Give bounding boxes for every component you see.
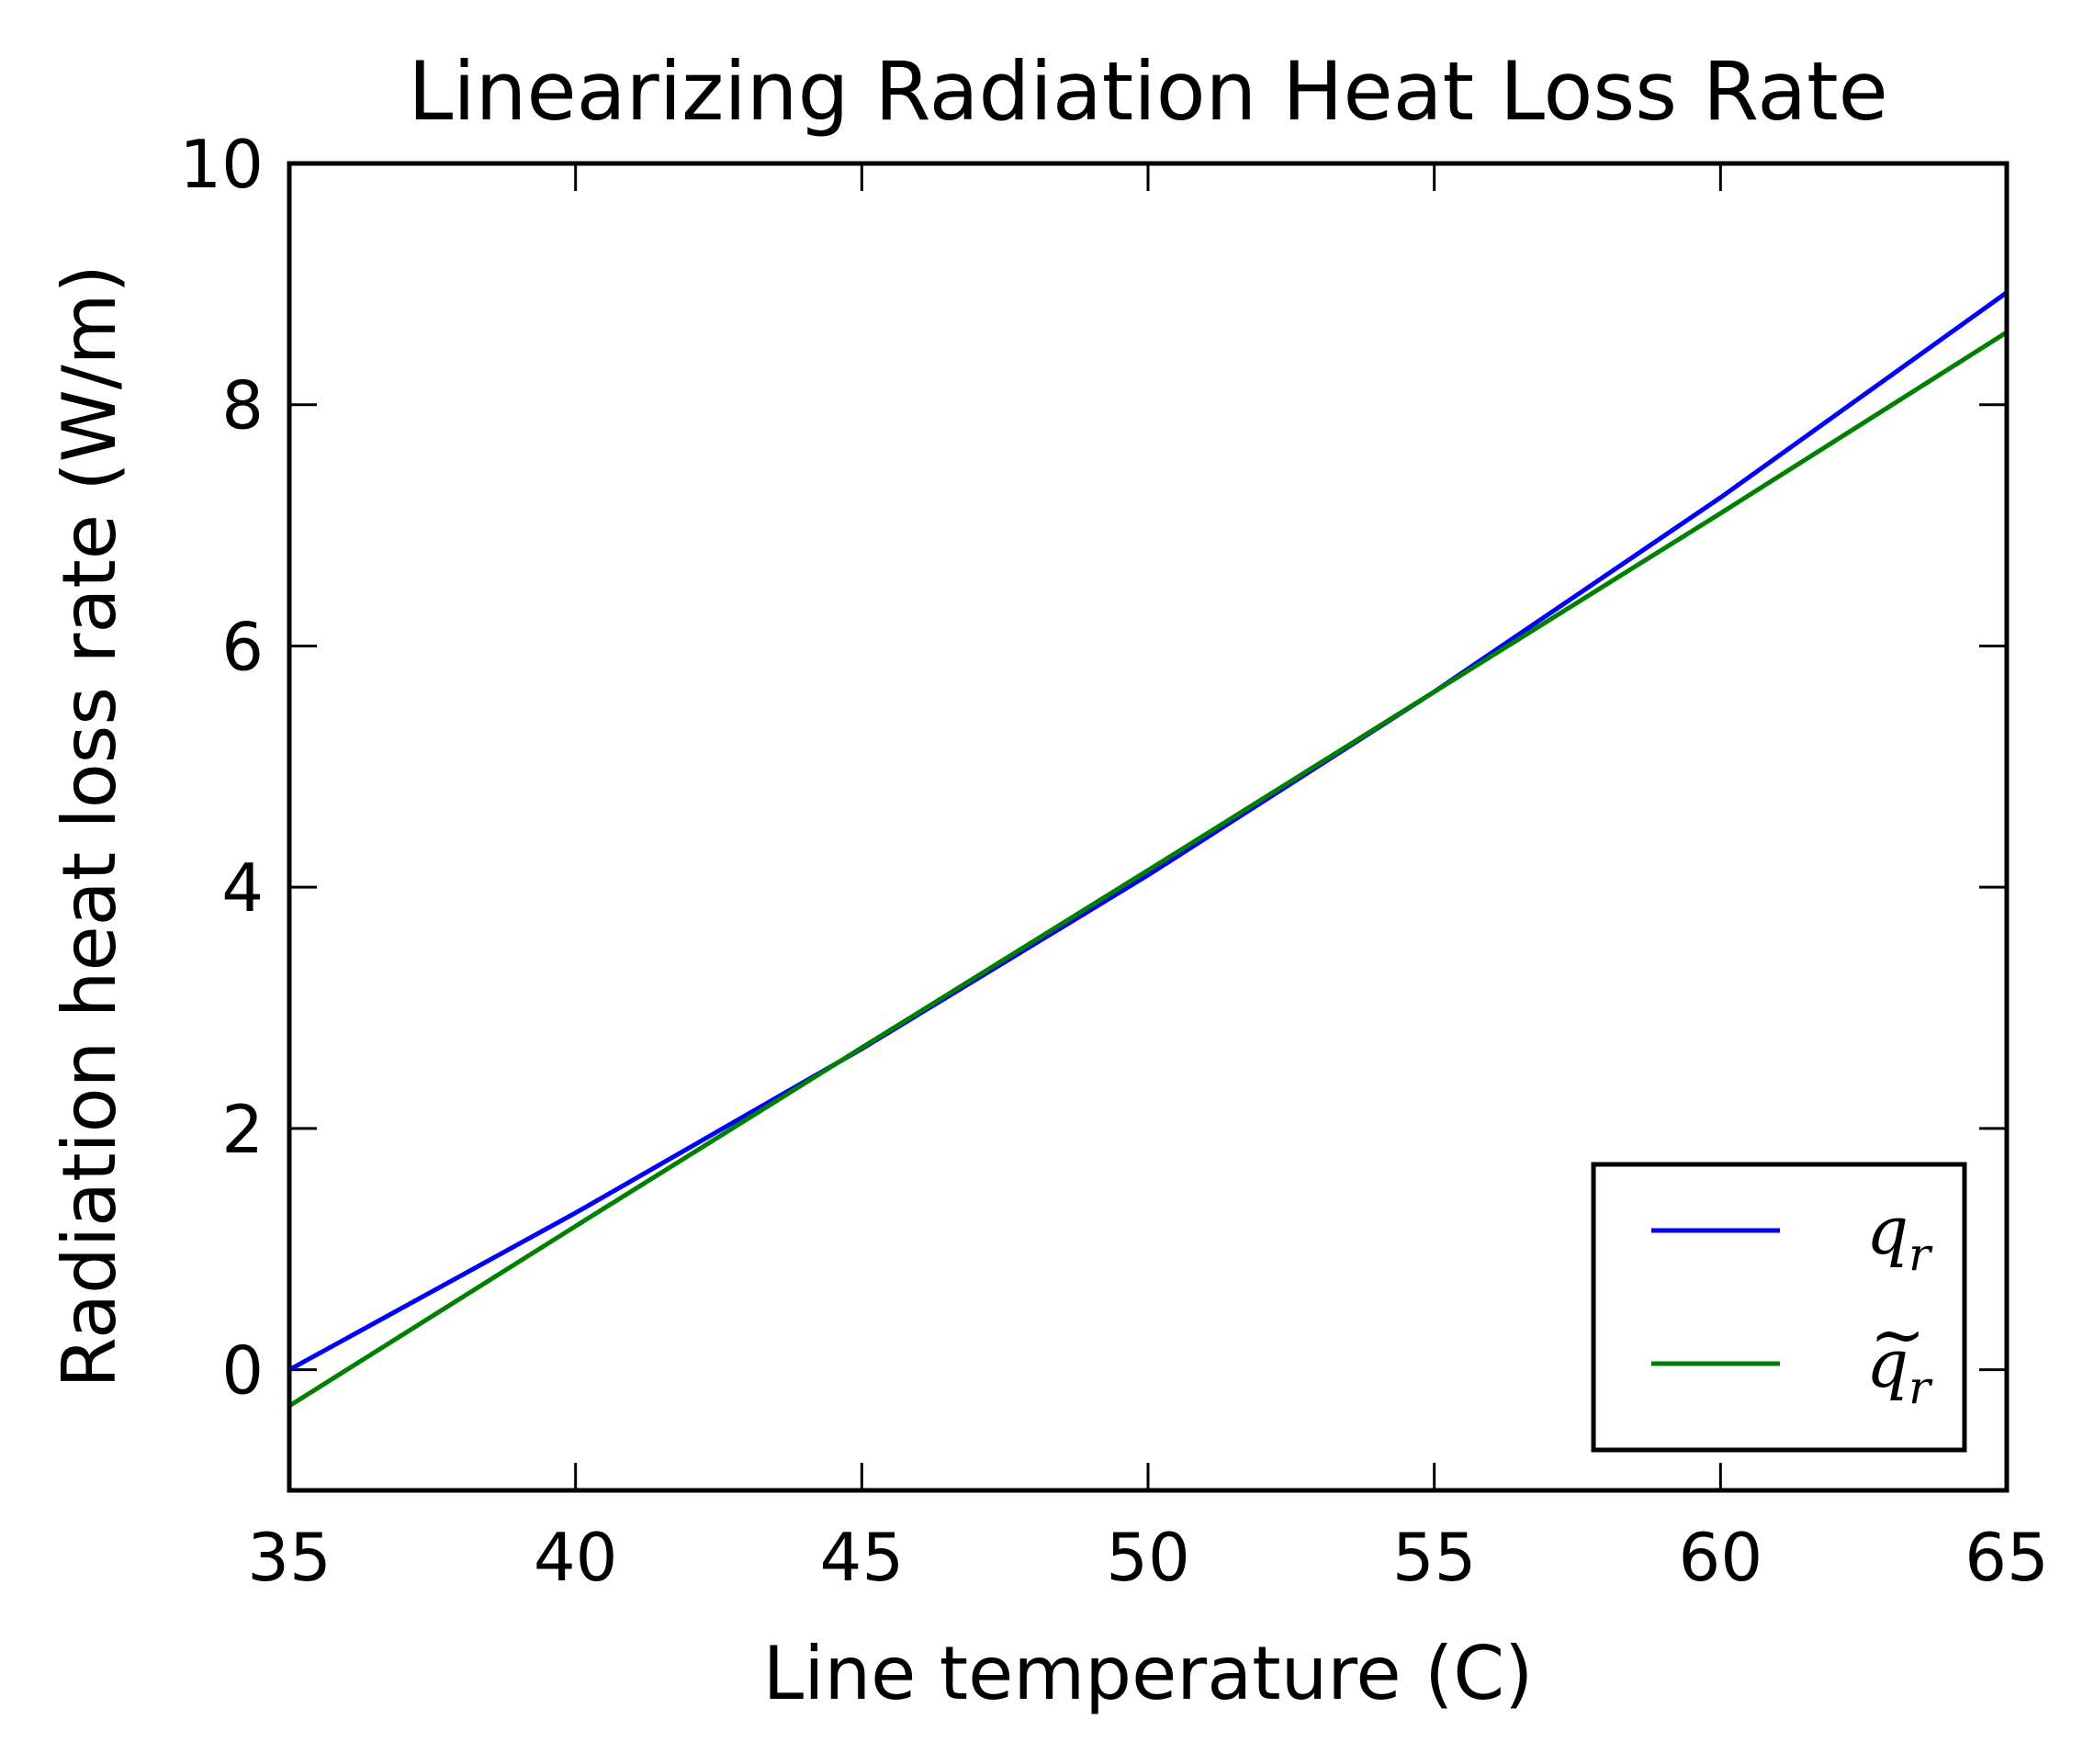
legend-symbol: q <box>1866 1192 1908 1269</box>
x-tick-label: 65 <box>1965 1519 2049 1596</box>
y-tick-label: 6 <box>221 608 264 685</box>
x-axis-ticks: 35 40 45 50 55 60 65 <box>247 163 2049 1596</box>
y-tick-label: 8 <box>221 367 264 444</box>
y-tick-label: 0 <box>221 1332 264 1410</box>
series-line-0 <box>287 290 2009 1372</box>
legend-label-qr-tilde: qr <box>1866 1325 1933 1414</box>
y-axis-ticks: 0 2 4 6 8 10 <box>179 126 2007 1410</box>
x-tick-label: 40 <box>534 1519 618 1596</box>
x-tick-label: 50 <box>1106 1519 1190 1596</box>
y-axis-label: Radiation heat loss rate (W/m) <box>47 264 132 1388</box>
x-tick-label: 55 <box>1392 1519 1477 1596</box>
x-axis-label: Line temperature (C) <box>763 1631 1534 1716</box>
plot-frame <box>287 161 2010 1493</box>
x-tick-label: 35 <box>247 1519 332 1596</box>
legend-tilde-mark: ~ <box>1870 1296 1925 1373</box>
legend-box <box>1591 1162 1967 1453</box>
series-line-1 <box>287 330 2009 1409</box>
series-layer <box>287 290 2009 1409</box>
x-tick-label: 60 <box>1679 1519 1763 1596</box>
y-tick-label: 4 <box>221 849 264 927</box>
legend-label-qr: qr <box>1866 1192 1933 1281</box>
y-tick-label: 2 <box>221 1091 264 1168</box>
legend: qr ~ qr <box>1591 1162 1967 1453</box>
x-tick-label: 45 <box>820 1519 905 1596</box>
legend-subscript: r <box>1908 1361 1933 1414</box>
y-tick-label: 10 <box>179 126 264 203</box>
chart-title: Linearizing Radiation Heat Loss Rate <box>408 44 1888 139</box>
legend-symbol: q <box>1866 1325 1908 1402</box>
legend-subscript: r <box>1908 1228 1933 1281</box>
